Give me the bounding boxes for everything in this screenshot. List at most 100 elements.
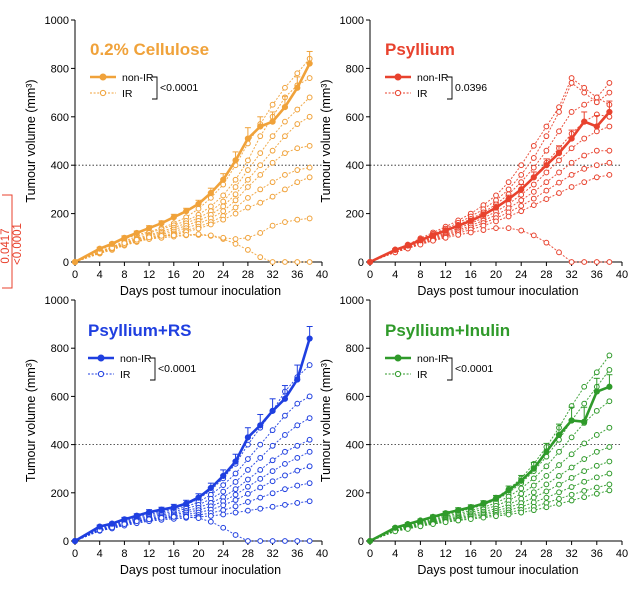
y-tick-label: 0 [358,257,364,269]
non-ir-point [96,523,103,530]
series-ir-2 [367,80,613,265]
ir-point [207,518,214,525]
ir-line [74,364,310,542]
ir-point [257,441,264,448]
ir-point [505,186,512,193]
ir-point [146,234,153,241]
non-ir-point [455,507,462,514]
ir-point [220,208,227,215]
ir-point [282,501,288,508]
series-non-ir [71,50,313,266]
ir-point [530,181,537,188]
ir-point [257,505,264,512]
ir-point [245,234,251,241]
ir-point [294,454,301,461]
ir-point [530,232,537,239]
ir-point [530,202,537,209]
ir-point [606,123,613,130]
ir-point [306,174,313,181]
ir-point [294,400,301,407]
non-ir-point [467,217,474,224]
ir-point [306,463,313,470]
ir-point [530,155,537,161]
ir-point [183,231,190,238]
ir-point [556,462,562,468]
ir-point [518,227,525,234]
ir-point [556,481,562,488]
ir-point [257,162,264,169]
non-ir-point [555,431,563,439]
non-ir-point [257,422,264,429]
ir-point [480,227,487,233]
non-ir-point [505,195,512,203]
ir-point [207,203,214,210]
side-pvalues: 0.0417 <0.0001 [0,194,24,289]
ir-point [568,451,575,458]
ir-point [121,240,128,247]
ir-point [306,164,313,171]
ir-point [581,456,588,462]
non-ir-point [366,258,374,266]
x-tick-label: 28 [540,548,552,560]
ir-point [306,362,313,368]
x-tick-label: 24 [217,548,229,560]
x-tick-label: 36 [291,548,303,560]
ir-point [556,157,562,164]
ir-point [245,167,251,173]
ir-point [282,219,288,225]
ir-point [505,179,512,186]
ir-point [543,504,550,511]
series-ir-2 [72,75,313,265]
ir-point [568,80,575,86]
x-tick-label: 36 [591,548,603,560]
ir-point [257,150,264,157]
ir-point [232,204,239,211]
panel-3: 0 200 400 600 800 1000 0 4 8 12 16 20 24 28 32 36 40 Days… [319,295,628,577]
ir-point [158,232,165,239]
non-ir-point [417,237,424,244]
ir-point [294,259,301,265]
x-tick-label: 28 [540,269,552,281]
ir-point [282,118,288,125]
ir-point [245,538,251,544]
ir-point [581,383,588,390]
side-pvalue-b: <0.0001 [12,223,24,265]
non-ir-point [568,135,575,142]
non-ir-point [294,84,301,91]
ir-point [232,240,239,247]
non-ir-point [170,214,177,221]
non-ir-point [96,245,103,252]
non-ir-point [492,204,500,211]
legend-non-ir-marker [99,73,107,81]
ir-point [593,484,600,491]
ir-point [245,499,251,505]
non-ir-point [518,477,525,484]
x-tick-label: 0 [72,269,78,281]
x-tick-label: 24 [515,269,527,281]
legend-ir-marker [99,89,107,97]
pvalue-bracket [152,76,158,100]
ir-point [220,192,227,199]
ir-point [581,152,588,159]
ir-point [556,495,562,502]
ir-point [257,454,264,461]
ir-point [568,109,575,115]
pvalue-label: <0.0001 [158,363,196,375]
y-tick-label: 1000 [45,295,69,307]
ir-point [282,150,288,157]
pvalue-label: <0.0001 [160,82,198,94]
ir-point [455,517,462,524]
ir-point [606,458,613,465]
non-ir-point [429,513,437,521]
ir-point [606,487,613,494]
panel-2: 0 200 400 600 800 1000 0 4 8 12 16 20 24 28 32 36 40 Days… [24,295,328,577]
y-tick-label: 400 [346,440,364,452]
ir-point [220,216,227,223]
non-ir-point [257,123,264,130]
ir-point [556,109,562,115]
ir-point [593,174,600,181]
ir-point [493,225,499,232]
ir-point [606,80,613,86]
ir-point [306,75,313,81]
ir-point [170,514,177,520]
